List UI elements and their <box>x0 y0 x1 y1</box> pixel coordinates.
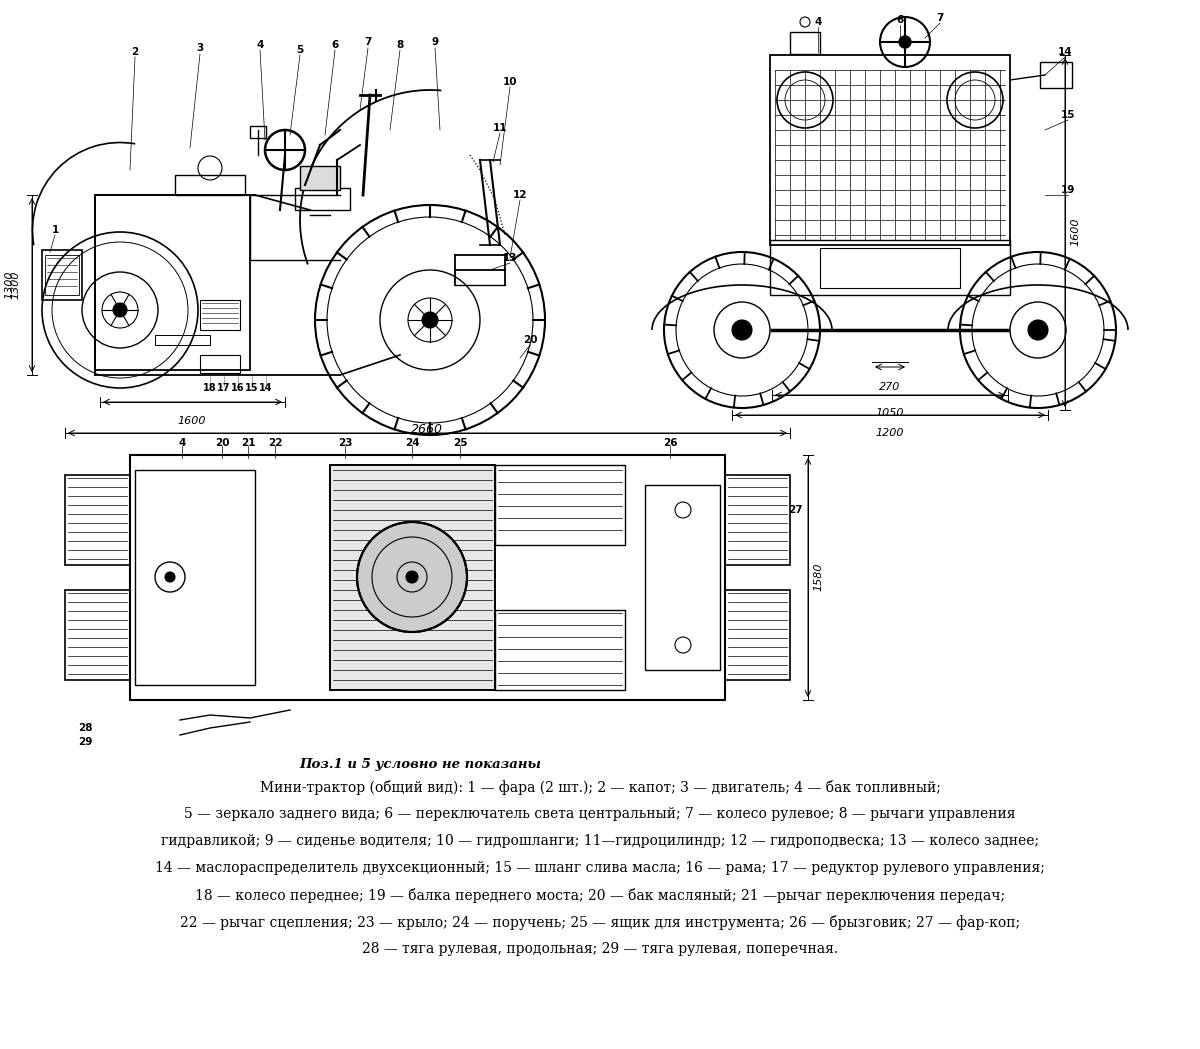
Bar <box>295 188 350 210</box>
Bar <box>725 475 790 565</box>
Text: 21: 21 <box>241 438 256 448</box>
Circle shape <box>358 522 467 631</box>
Text: 20: 20 <box>523 335 538 345</box>
Text: 15: 15 <box>1061 110 1075 120</box>
Text: 7: 7 <box>936 13 943 23</box>
Bar <box>496 611 625 690</box>
Text: 1050: 1050 <box>876 408 905 418</box>
Text: 15: 15 <box>245 383 259 393</box>
Text: 19: 19 <box>1061 185 1075 195</box>
Bar <box>200 300 240 330</box>
Text: 3: 3 <box>197 43 204 53</box>
Bar <box>330 465 496 690</box>
Text: 23: 23 <box>337 438 353 448</box>
Text: Поз.1 и 5 условно не показаны: Поз.1 и 5 условно не показаны <box>299 758 541 771</box>
Bar <box>330 465 496 690</box>
Text: 14: 14 <box>1057 47 1073 57</box>
Text: 28: 28 <box>78 723 92 733</box>
Bar <box>155 335 210 345</box>
Text: 28 — тяга рулевая, продольная; 29 — тяга рулевая, поперечная.: 28 — тяга рулевая, продольная; 29 — тяга… <box>362 942 838 956</box>
Text: 24: 24 <box>404 438 419 448</box>
Bar <box>646 485 720 670</box>
Bar <box>46 255 79 295</box>
Text: Мини-трактор (общий вид): 1 — фара (2 шт.); 2 — капот; 3 — двигатель; 4 — бак то: Мини-трактор (общий вид): 1 — фара (2 шт… <box>259 780 941 795</box>
Text: 9: 9 <box>432 37 438 47</box>
Circle shape <box>422 312 438 328</box>
Text: 2660: 2660 <box>410 423 443 436</box>
Bar <box>95 195 250 370</box>
Text: 1580: 1580 <box>814 562 823 592</box>
Text: 10: 10 <box>503 77 517 87</box>
Bar <box>65 475 130 565</box>
Text: 1600: 1600 <box>178 416 206 426</box>
Bar <box>496 465 625 545</box>
Circle shape <box>899 36 911 48</box>
Bar <box>130 455 725 700</box>
Circle shape <box>1028 320 1048 340</box>
Bar <box>134 470 256 685</box>
Text: 22: 22 <box>268 438 282 448</box>
Bar <box>1040 62 1072 88</box>
Circle shape <box>406 571 418 583</box>
Text: гидравликой; 9 — сиденье водителя; 10 — гидрошланги; 11—гидроцилиндр; 12 — гидро: гидравликой; 9 — сиденье водителя; 10 — … <box>161 834 1039 848</box>
Text: 7: 7 <box>365 37 372 47</box>
Text: 29: 29 <box>78 737 92 747</box>
Circle shape <box>732 320 752 340</box>
Text: 4: 4 <box>179 438 186 448</box>
Text: 6: 6 <box>896 15 904 25</box>
Text: 22 — рычаг сцепления; 23 — крыло; 24 — поручень; 25 — ящик для инструмента; 26 —: 22 — рычаг сцепления; 23 — крыло; 24 — п… <box>180 915 1020 930</box>
Bar <box>820 248 960 288</box>
Text: 5: 5 <box>296 45 304 55</box>
Text: 14: 14 <box>259 383 272 393</box>
Text: 16: 16 <box>232 383 245 393</box>
Text: 4: 4 <box>815 17 822 27</box>
Bar <box>42 250 82 300</box>
Text: 27: 27 <box>787 505 803 515</box>
Bar <box>725 590 790 680</box>
Text: 20: 20 <box>215 438 229 448</box>
Text: 17: 17 <box>217 383 230 393</box>
Text: 1300: 1300 <box>4 271 14 299</box>
Text: 4: 4 <box>257 40 264 50</box>
Text: 6: 6 <box>331 40 338 50</box>
Bar <box>790 33 820 53</box>
Text: 13: 13 <box>503 253 517 263</box>
Text: 1600: 1600 <box>1070 218 1080 247</box>
Text: 270: 270 <box>880 382 901 392</box>
Text: 1: 1 <box>52 224 59 235</box>
Bar <box>250 126 266 138</box>
Text: 8: 8 <box>396 40 403 50</box>
Text: 12: 12 <box>512 190 527 200</box>
Text: 1300: 1300 <box>10 271 20 299</box>
Bar <box>300 166 340 190</box>
Text: 2: 2 <box>131 47 139 57</box>
Text: 26: 26 <box>662 438 677 448</box>
Text: 1200: 1200 <box>876 428 905 438</box>
Bar <box>770 240 1010 295</box>
Text: 14 — маслораспределитель двухсекционный; 15 — шланг слива масла; 16 — рама; 17 —: 14 — маслораспределитель двухсекционный;… <box>155 861 1045 875</box>
Text: 5 — зеркало заднего вида; 6 — переключатель света центральный; 7 — колесо рулево: 5 — зеркало заднего вида; 6 — переключат… <box>185 807 1015 821</box>
Text: 25: 25 <box>452 438 467 448</box>
Text: 18 — колесо переднее; 19 — балка переднего моста; 20 — бак масляный; 21 —рычаг п: 18 — колесо переднее; 19 — балка передне… <box>194 889 1006 903</box>
Bar <box>65 590 130 680</box>
Bar <box>200 355 240 373</box>
Text: 18: 18 <box>203 383 217 393</box>
Bar <box>770 55 1010 245</box>
Text: 11: 11 <box>493 123 508 133</box>
Circle shape <box>166 572 175 582</box>
Circle shape <box>113 303 127 317</box>
Bar <box>175 175 245 195</box>
